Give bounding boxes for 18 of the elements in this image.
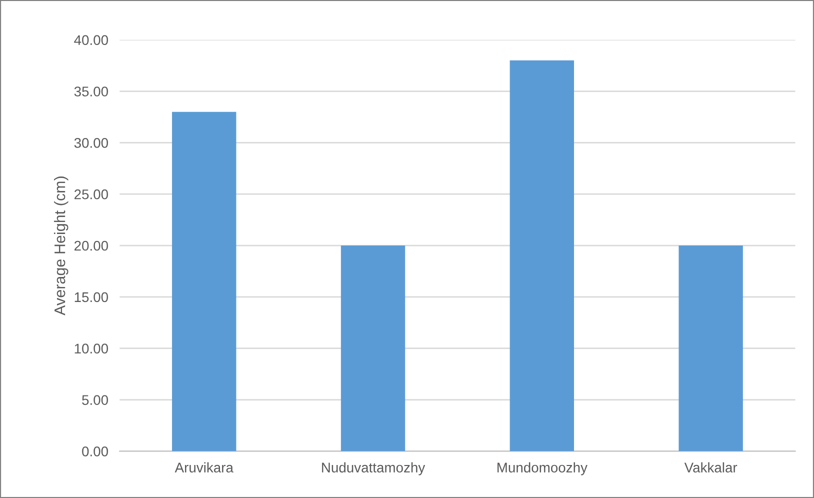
bar (172, 112, 236, 452)
y-tick-label: 10.00 (74, 344, 108, 354)
bar (340, 246, 406, 452)
x-tick-label: Mundomoozhy (498, 462, 588, 476)
bar (510, 60, 574, 452)
y-tick-label: 30.00 (74, 138, 108, 148)
y-axis-title: Average Height (cm) (54, 176, 68, 316)
x-tick-label: Nuduvattamozhy (322, 462, 426, 476)
y-tick-label: 40.00 (74, 35, 108, 46)
y-tick-label: 0.00 (82, 446, 108, 456)
y-tick-label: 25.00 (74, 189, 108, 200)
y-tick-label: 15.00 (74, 292, 108, 302)
x-tick-label: Aruvikara (174, 462, 234, 472)
bar (678, 246, 743, 452)
y-tick-label: 5.00 (82, 395, 108, 405)
x-tick-label: Vakkalar (684, 462, 738, 472)
y-tick-label: 20.00 (74, 240, 108, 251)
y-tick-label: 35.00 (74, 86, 108, 96)
